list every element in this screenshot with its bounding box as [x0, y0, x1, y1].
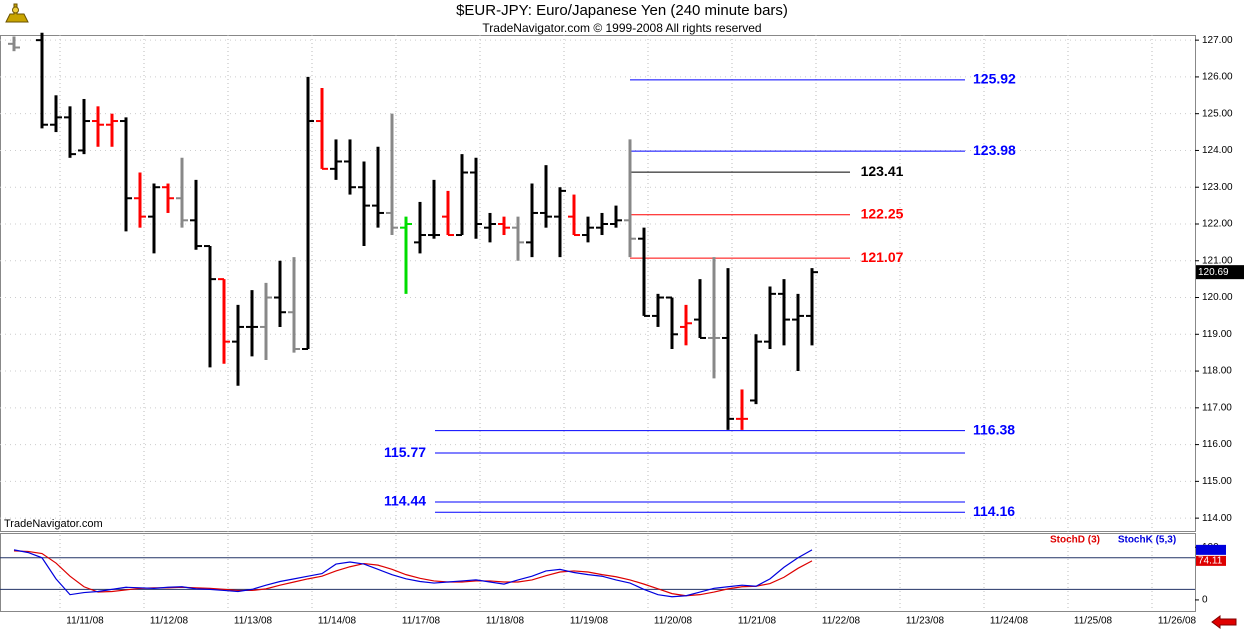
level-label: 116.38 [973, 421, 1015, 437]
level-label: 123.41 [861, 163, 904, 179]
stoch-last-label: 74.11 [1198, 556, 1223, 567]
level-label: 122.25 [861, 205, 904, 221]
stoch-line [13, 549, 813, 598]
level-label: 114.44 [384, 493, 426, 509]
level-label: 123.98 [973, 142, 1016, 158]
x-tick-label: 11/24/08 [990, 616, 1029, 627]
chart-title: $EUR-JPY: Euro/Japanese Yen (240 minute … [456, 2, 788, 19]
level-label: 125.92 [973, 71, 1016, 87]
x-tick-label: 11/13/08 [234, 616, 273, 627]
y-tick-label: 116.00 [1202, 439, 1232, 450]
x-tick-label: 11/23/08 [906, 616, 945, 627]
y-tick-label: 119.00 [1202, 329, 1232, 340]
watermark: TradeNavigator.com [4, 518, 103, 530]
scroll-arrow[interactable] [1211, 615, 1237, 629]
x-tick-label: 11/14/08 [318, 616, 357, 627]
price-panel [0, 35, 1196, 532]
y-tick-label: 125.00 [1202, 108, 1233, 119]
x-tick-label: 11/12/08 [150, 616, 189, 627]
y-tick-label: 126.00 [1202, 72, 1233, 83]
x-tick-label: 11/26/08 [1158, 616, 1197, 627]
stoch-last-box [1196, 555, 1226, 566]
y-tick-label: 118.00 [1202, 366, 1232, 377]
last-price-box [1196, 265, 1244, 280]
logo[interactable] [5, 3, 29, 23]
y-tick-label: 127.00 [1202, 35, 1233, 46]
y-tick-label: 122.00 [1202, 219, 1233, 230]
stoch-y-tick-label: 0 [1202, 595, 1208, 606]
stoch-last-box [1196, 544, 1226, 555]
stoch-panel [0, 533, 1196, 612]
y-tick-label: 124.00 [1202, 145, 1233, 156]
y-tick-label: 123.00 [1202, 182, 1233, 193]
y-tick-label: 121.00 [1202, 255, 1233, 266]
level-label: 121.07 [861, 249, 904, 265]
x-tick-label: 11/17/08 [402, 616, 441, 627]
x-tick-label: 11/11/08 [66, 616, 104, 627]
y-tick-label: 117.00 [1202, 402, 1232, 413]
legend-entry: StochD (3) [1050, 535, 1100, 546]
x-tick-label: 11/22/08 [822, 616, 861, 627]
x-tick-label: 11/18/08 [486, 616, 525, 627]
x-tick-label: 11/25/08 [1074, 616, 1113, 627]
level-label: 115.77 [384, 444, 426, 460]
x-tick-label: 11/19/08 [570, 616, 609, 627]
level-label: 114.16 [973, 503, 1015, 519]
last-price-label: 120.69 [1198, 267, 1229, 278]
legend-entry: StochK (5,3) [1118, 535, 1176, 546]
y-tick-label: 115.00 [1202, 476, 1232, 487]
chart-subtitle: TradeNavigator.com © 1999-2008 All right… [482, 21, 761, 35]
x-tick-label: 11/21/08 [738, 616, 777, 627]
y-tick-label: 120.00 [1202, 292, 1233, 303]
x-tick-label: 11/20/08 [654, 616, 693, 627]
y-tick-label: 114.00 [1202, 513, 1232, 524]
